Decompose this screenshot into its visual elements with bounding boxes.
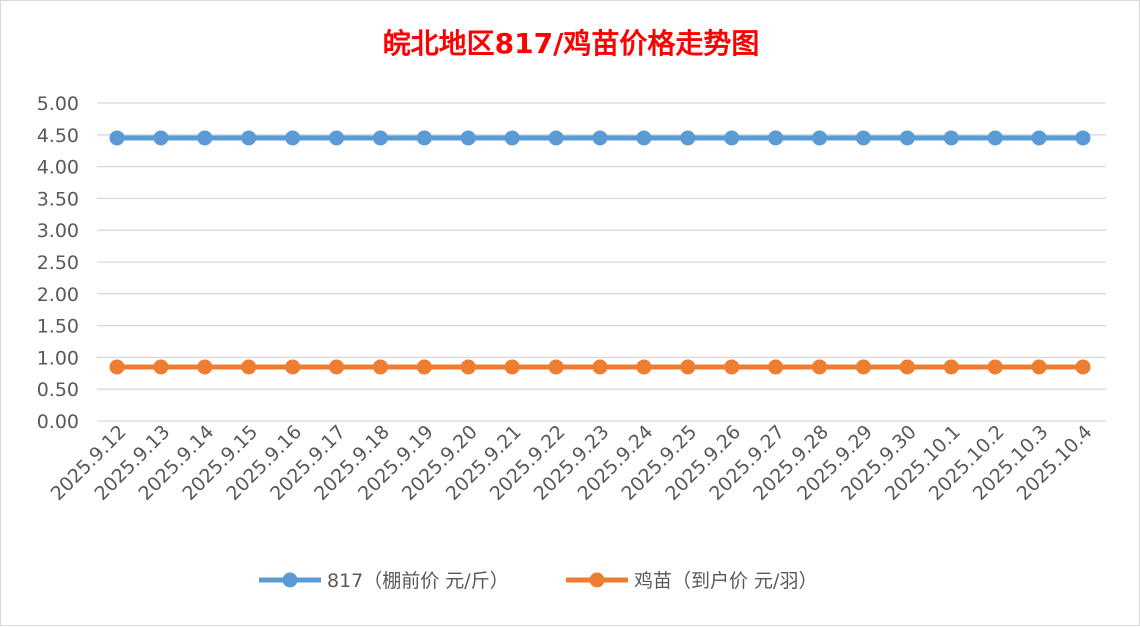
data-point-0 [943,130,959,146]
data-point-0 [109,130,125,146]
y-tick-label: 4.50 [37,125,79,147]
data-point-1 [1075,359,1091,375]
data-point-0 [460,130,476,146]
chart-title: 皖北地区817/鸡苗价格走势图 [383,27,760,60]
data-point-1 [768,359,784,375]
data-point-0 [153,130,169,146]
data-point-0 [197,130,213,146]
data-point-1 [1031,359,1047,375]
data-point-1 [592,359,608,375]
data-point-1 [109,359,125,375]
data-point-1 [943,359,959,375]
data-point-0 [987,130,1003,146]
data-point-1 [680,359,696,375]
data-point-0 [812,130,828,146]
data-point-1 [987,359,1003,375]
y-tick-label: 5.00 [37,93,79,115]
data-point-0 [680,130,696,146]
data-point-0 [329,130,345,146]
data-point-1 [636,359,652,375]
data-point-1 [899,359,915,375]
y-tick-label: 2.50 [37,252,79,274]
data-point-1 [241,359,257,375]
data-point-1 [504,359,520,375]
y-tick-label: 4.00 [37,157,79,179]
data-point-0 [768,130,784,146]
data-point-0 [504,130,520,146]
data-point-0 [548,130,564,146]
y-tick-label: 0.00 [37,411,79,433]
data-point-0 [855,130,871,146]
data-point-0 [416,130,432,146]
data-point-1 [416,359,432,375]
data-point-0 [592,130,608,146]
data-point-1 [855,359,871,375]
data-point-1 [812,359,828,375]
data-point-1 [548,359,564,375]
data-point-1 [153,359,169,375]
data-point-0 [1031,130,1047,146]
data-point-0 [1075,130,1091,146]
legend-marker-0 [282,572,298,588]
data-point-1 [285,359,301,375]
y-tick-label: 0.50 [37,379,79,401]
data-point-1 [329,359,345,375]
data-point-1 [372,359,388,375]
legend-label-1: 鸡苗（到户价 元/羽） [634,570,817,592]
data-point-1 [460,359,476,375]
data-point-0 [724,130,740,146]
data-point-1 [724,359,740,375]
data-point-0 [285,130,301,146]
data-point-1 [197,359,213,375]
data-point-0 [241,130,257,146]
data-point-0 [636,130,652,146]
y-tick-label: 1.50 [37,316,79,338]
legend-label-0: 817（棚前价 元/斤） [327,570,509,592]
legend-marker-1 [589,572,605,588]
y-tick-label: 2.00 [37,284,79,306]
data-point-0 [899,130,915,146]
y-tick-label: 1.00 [37,347,79,369]
y-tick-label: 3.00 [37,220,79,242]
data-point-0 [372,130,388,146]
y-tick-label: 3.50 [37,188,79,210]
